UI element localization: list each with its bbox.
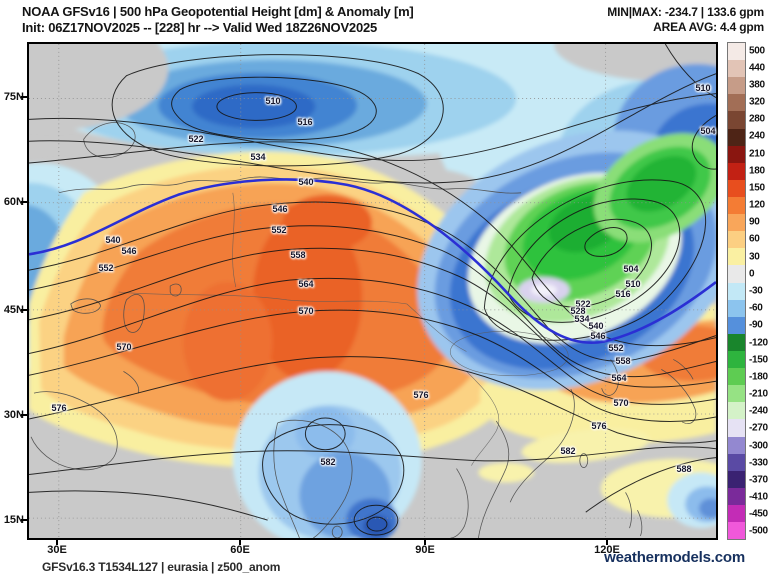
colorbar-cell [728,197,745,214]
colorbar-tick-label: 90 [749,217,760,228]
colorbar-tick-label: -370 [749,474,768,485]
colorbar-tick-label: -210 [749,389,768,400]
colorbar-cell [728,488,745,505]
colorbar-cell [728,368,745,385]
colorbar-tick-label: 120 [749,200,765,211]
colorbar-cell [728,214,745,231]
colorbar-cell [728,385,745,402]
colorbar-cell [728,129,745,146]
colorbar-tick-label: 180 [749,165,765,176]
colorbar-cell [728,163,745,180]
brand-link: weathermodels.com [604,549,745,566]
colorbar-tick-label: 210 [749,148,765,159]
colorbar-cell [728,60,745,77]
lon-tick [424,540,426,545]
colorbar-tick-label: 500 [749,45,765,56]
colorbar-tick-label: -150 [749,354,768,365]
colorbar-tick-label: 440 [749,62,765,73]
colorbar-tick-label: -450 [749,509,768,520]
colorbar-tick-label: 280 [749,114,765,125]
lat-tick [21,96,27,98]
chart-init-valid: Init: 06Z17NOV2025 -- [228] hr --> Valid… [22,20,414,36]
colorbar-cell [728,437,745,454]
header-stats: MIN|MAX: -234.7 | 133.6 gpm AREA AVG: 4.… [607,5,764,35]
lat-tick [21,201,27,203]
colorbar-tick-label: -410 [749,492,768,503]
colorbar [727,42,746,540]
lat-tick [21,309,27,311]
colorbar-cell [728,419,745,436]
weather-chart-page: NOAA GFSv16 | 500 hPa Geopotential Heigh… [0,0,768,576]
colorbar-tick-label: -180 [749,371,768,382]
colorbar-tick-label: -30 [749,286,763,297]
colorbar-tick-label: 0 [749,268,754,279]
colorbar-cell [728,454,745,471]
lon-label: 90E [401,544,449,556]
colorbar-tick-label: 240 [749,131,765,142]
colorbar-cell [728,43,745,60]
colorbar-cell [728,351,745,368]
colorbar-tick-label: 30 [749,251,760,262]
colorbar-tick-label: -300 [749,440,768,451]
lon-label: 30E [33,544,81,556]
colorbar-cell [728,77,745,94]
colorbar-cell [728,402,745,419]
lon-tick [56,540,58,545]
colorbar-cell [728,283,745,300]
colorbar-cell [728,231,745,248]
colorbar-tick-label: 60 [749,234,760,245]
colorbar-cell [728,180,745,197]
colorbar-tick-label: -240 [749,406,768,417]
header-titles: NOAA GFSv16 | 500 hPa Geopotential Heigh… [22,4,414,36]
colorbar-tick-label: -330 [749,457,768,468]
anomaly-map-svg [29,44,716,538]
colorbar-cell [728,248,745,265]
colorbar-cell [728,505,745,522]
colorbar-tick-label: 150 [749,182,765,193]
colorbar-tick-label: -60 [749,303,763,314]
colorbar-cell [728,94,745,111]
colorbar-tick-label: -500 [749,526,768,537]
colorbar-tick-label: -90 [749,320,763,331]
colorbar-tick-label: 320 [749,97,765,108]
colorbar-tick-label: -270 [749,423,768,434]
lon-label: 60E [216,544,264,556]
colorbar-tick-label: 380 [749,79,765,90]
area-avg-stat: AREA AVG: 4.4 gpm [607,20,764,35]
minmax-stat: MIN|MAX: -234.7 | 133.6 gpm [607,5,764,20]
lon-tick [239,540,241,545]
colorbar-cell [728,471,745,488]
colorbar-cell [728,300,745,317]
colorbar-cell [728,334,745,351]
lon-tick [606,540,608,545]
colorbar-cell [728,146,745,163]
colorbar-cell [728,317,745,334]
lat-tick [21,414,27,416]
model-info: GFSv16.3 T1534L127 | eurasia | z500_anom [42,560,280,574]
colorbar-cell [728,265,745,282]
chart-title: NOAA GFSv16 | 500 hPa Geopotential Heigh… [22,4,414,20]
colorbar-tick-label: -120 [749,337,768,348]
lat-tick [21,519,27,521]
colorbar-cell [728,111,745,128]
map-canvas: 5105165225345405465525585645705405465525… [27,42,718,540]
colorbar-cell [728,522,745,539]
